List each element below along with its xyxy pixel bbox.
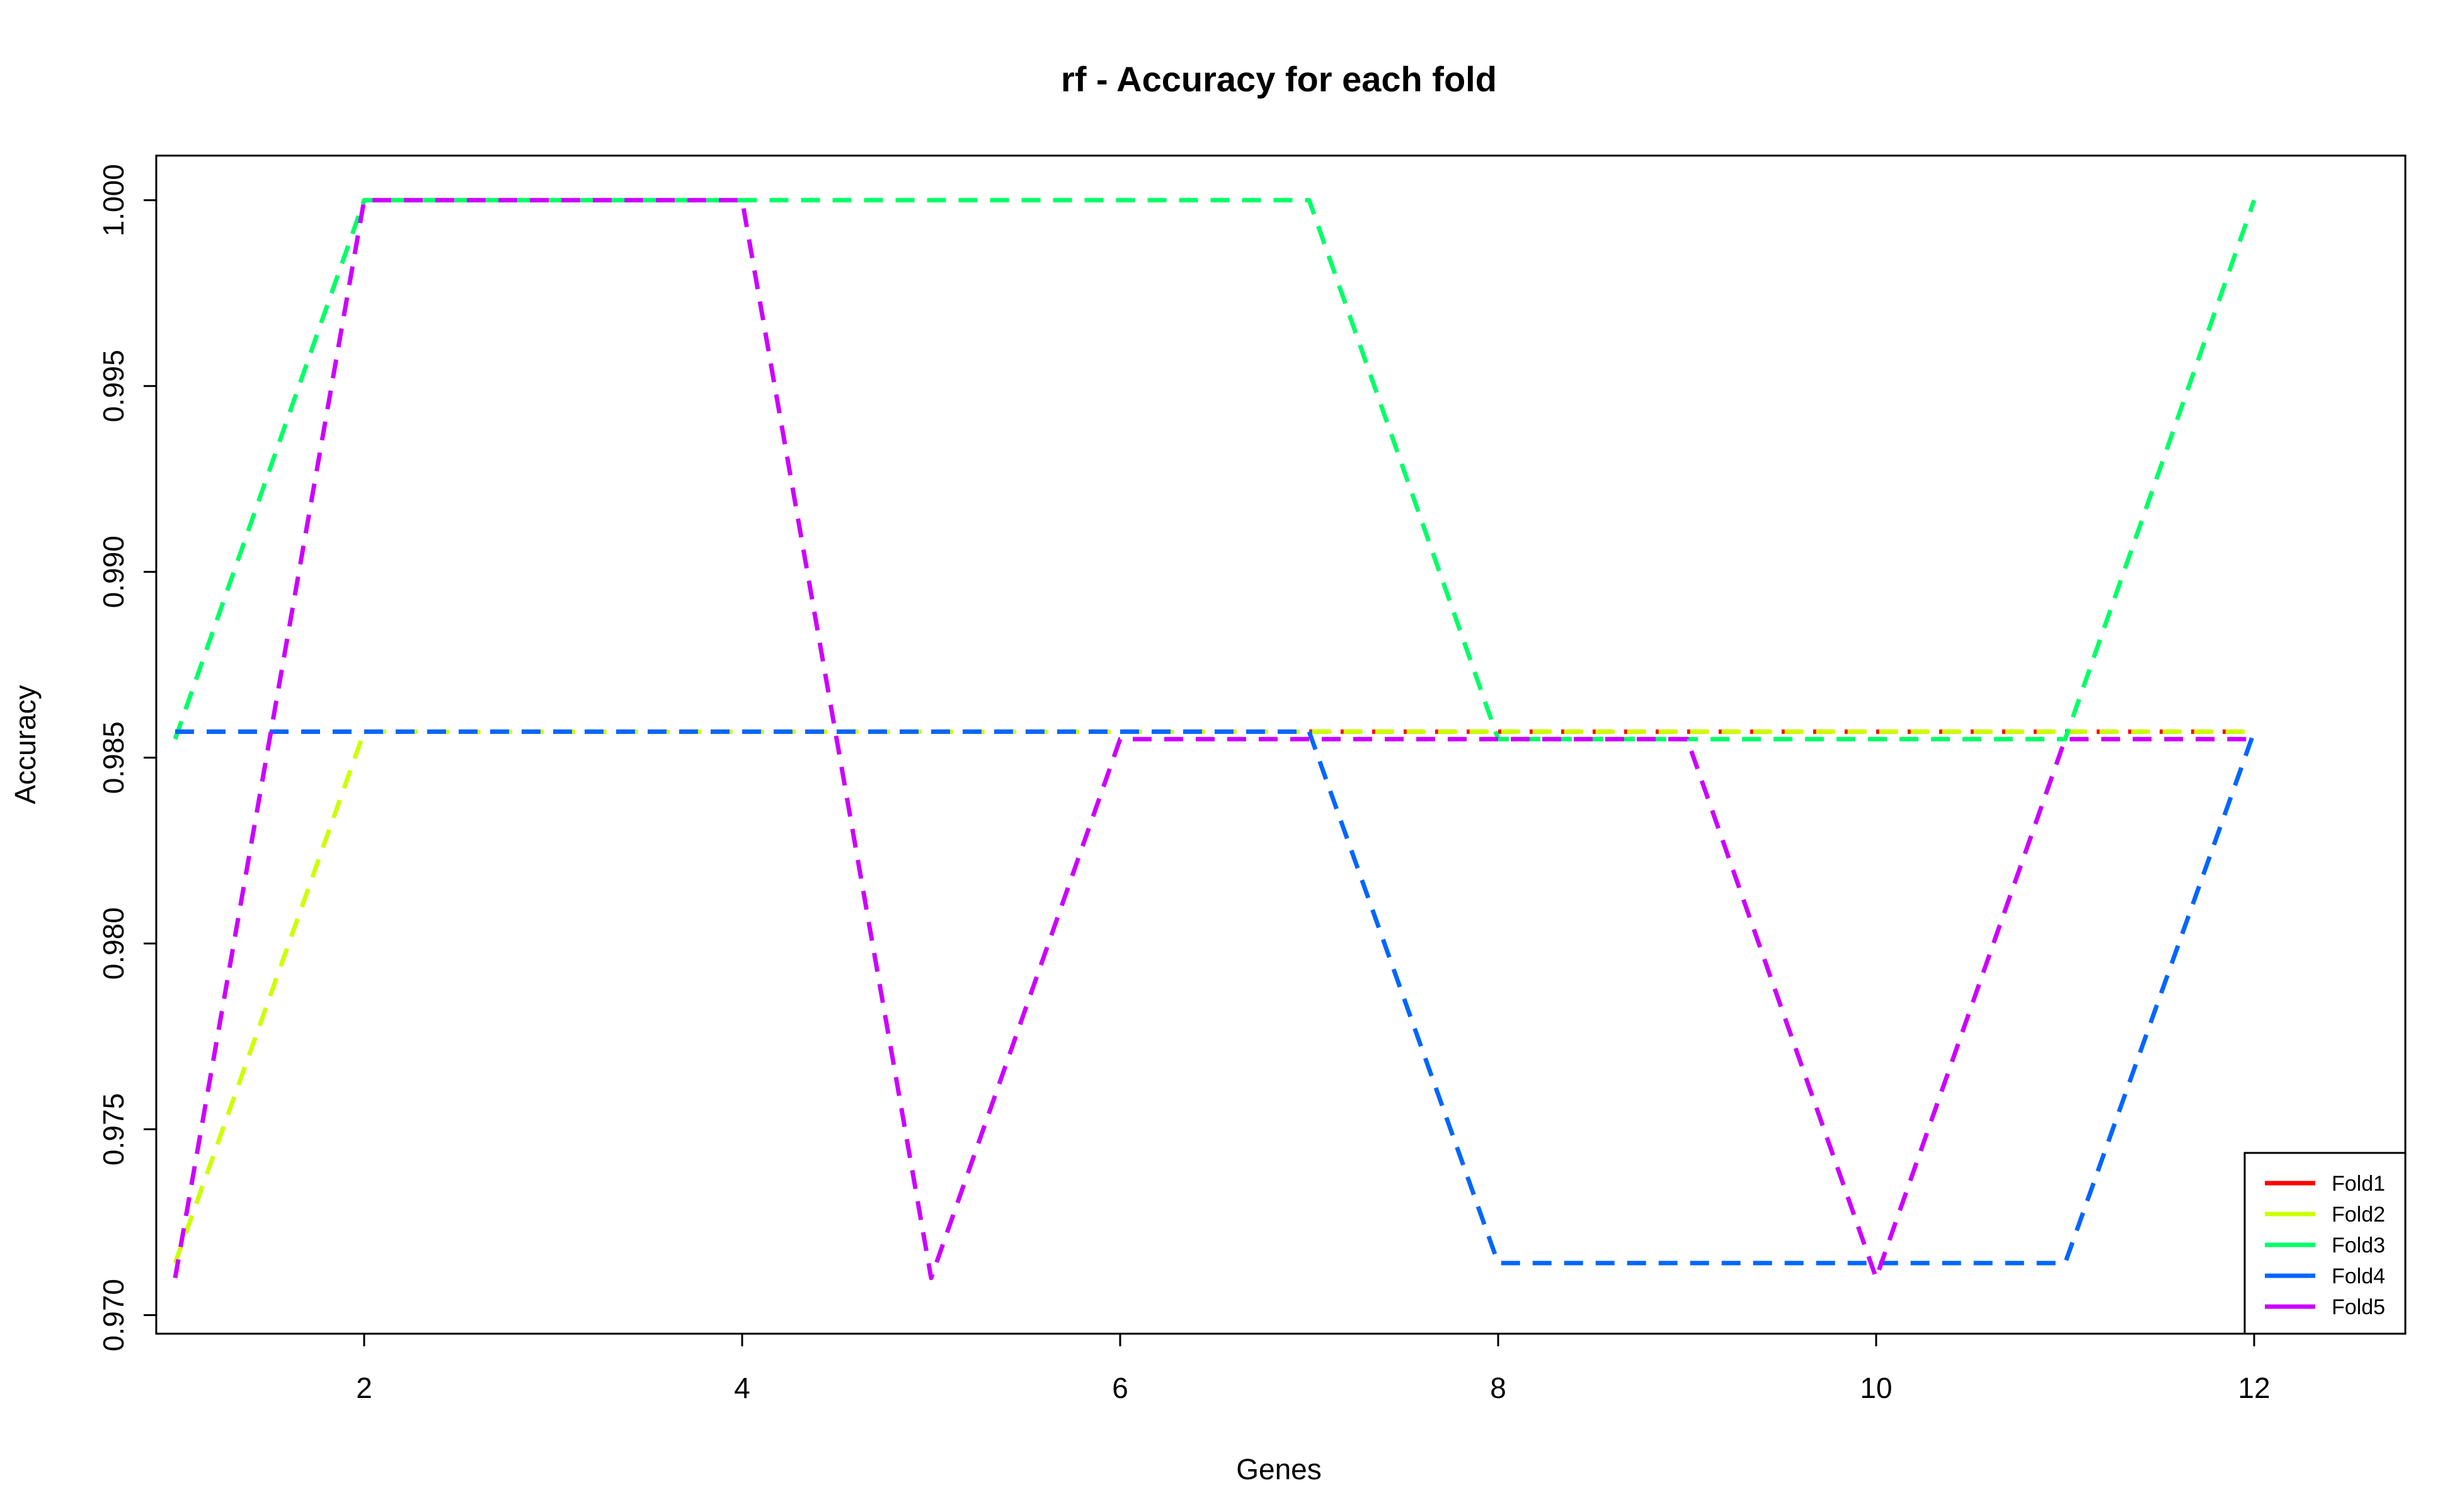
series-line-fold3 (173, 198, 2257, 742)
x-tick-label: 2 (356, 1372, 372, 1404)
y-tick-label: 0.975 (97, 1093, 130, 1166)
y-tick-label: 0.995 (97, 350, 130, 422)
y-tick-label: 0.990 (97, 536, 130, 608)
x-axis: 2 4 6 8 10 12 (356, 1332, 2271, 1404)
x-tick-label: 12 (2238, 1372, 2270, 1404)
x-tick-label: 4 (734, 1372, 750, 1404)
series-line-fold5 (173, 198, 2254, 1280)
legend-label: Fold3 (2332, 1234, 2385, 1257)
series-line-fold2 (173, 729, 2254, 1264)
legend-label: Fold4 (2332, 1264, 2385, 1288)
legend-label: Fold1 (2332, 1172, 2385, 1196)
x-tick-label: 10 (1860, 1372, 1892, 1404)
chart-title: rf - Accuracy for each fold (1061, 59, 1497, 99)
y-tick-label: 0.980 (97, 907, 130, 980)
y-tick-label: 0.970 (97, 1279, 130, 1351)
x-axis-label: Genes (1236, 1453, 1322, 1486)
series-line-fold4 (175, 729, 2257, 1266)
x-tick-label: 6 (1112, 1372, 1128, 1404)
legend: Fold1 Fold2 Fold3 Fold4 Fold5 (2243, 1152, 2407, 1335)
x-tick-label: 8 (1490, 1372, 1506, 1404)
y-tick-label: 0.985 (97, 721, 130, 794)
y-tick-label: 1.000 (97, 164, 130, 236)
y-axis-label: Accuracy (9, 685, 42, 804)
plot-frame (155, 154, 2407, 1335)
legend-label: Fold2 (2332, 1203, 2385, 1227)
plot-lines (173, 198, 2257, 1280)
legend-label: Fold5 (2332, 1295, 2385, 1319)
y-axis: 0.970 0.975 0.980 0.985 0.990 0.995 1.000 (97, 164, 158, 1351)
